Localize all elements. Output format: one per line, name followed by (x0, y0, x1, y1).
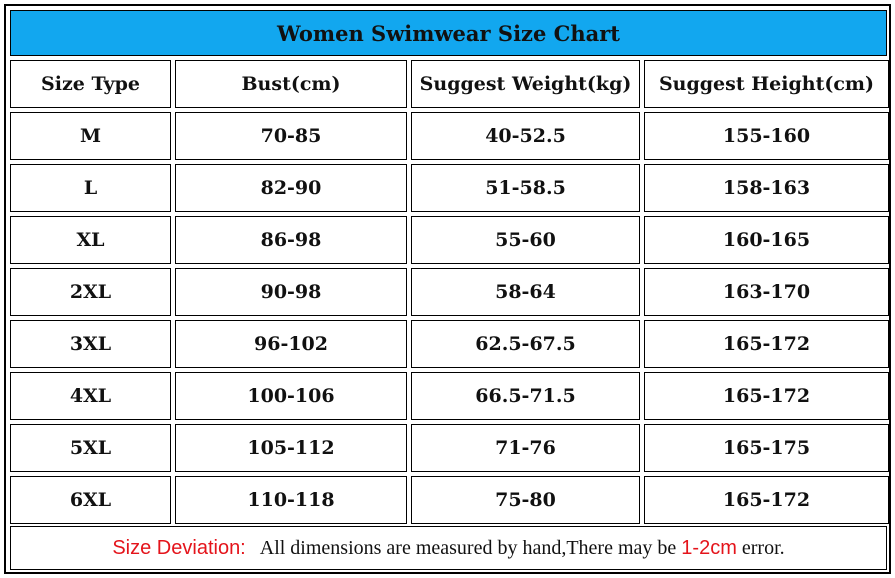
bust-cell: 100-106 (175, 372, 407, 420)
size-cell: M (10, 112, 171, 160)
header-size-type: Size Type (10, 60, 171, 108)
bust-cell: 96-102 (175, 320, 407, 368)
height-cell: 160-165 (644, 216, 889, 264)
bust-cell: 110-118 (175, 476, 407, 524)
size-cell: 2XL (10, 268, 171, 316)
deviation-text: All dimensions are measured by hand,Ther… (259, 536, 677, 559)
deviation-end: error. (741, 536, 785, 559)
header-height: Suggest Height(cm) (644, 60, 889, 108)
header-weight: Suggest Weight(kg) (411, 60, 640, 108)
bust-cell: 70-85 (175, 112, 407, 160)
bust-cell: 86-98 (175, 216, 407, 264)
size-chart: Women Swimwear Size Chart Size Type Bust… (4, 4, 891, 574)
size-cell: 4XL (10, 372, 171, 420)
bust-cell: 82-90 (175, 164, 407, 212)
height-cell: 165-172 (644, 372, 889, 420)
size-cell: 5XL (10, 424, 171, 472)
deviation-range: 1-2cm (681, 536, 737, 559)
weight-cell: 55-60 (411, 216, 640, 264)
weight-cell: 40-52.5 (411, 112, 640, 160)
bust-cell: 105-112 (175, 424, 407, 472)
size-deviation-note: Size Deviation: All dimensions are measu… (10, 526, 887, 570)
size-cell: XL (10, 216, 171, 264)
bust-cell: 90-98 (175, 268, 407, 316)
weight-cell: 75-80 (411, 476, 640, 524)
size-cell: 3XL (10, 320, 171, 368)
size-cell: 6XL (10, 476, 171, 524)
weight-cell: 51-58.5 (411, 164, 640, 212)
weight-cell: 71-76 (411, 424, 640, 472)
height-cell: 158-163 (644, 164, 889, 212)
weight-cell: 66.5-71.5 (411, 372, 640, 420)
weight-cell: 58-64 (411, 268, 640, 316)
header-bust: Bust(cm) (175, 60, 407, 108)
height-cell: 155-160 (644, 112, 889, 160)
weight-cell: 62.5-67.5 (411, 320, 640, 368)
height-cell: 165-175 (644, 424, 889, 472)
size-cell: L (10, 164, 171, 212)
height-cell: 163-170 (644, 268, 889, 316)
height-cell: 165-172 (644, 476, 889, 524)
chart-title: Women Swimwear Size Chart (10, 10, 887, 56)
size-table: Size Type Bust(cm) Suggest Weight(kg) Su… (10, 60, 889, 524)
deviation-label: Size Deviation: (112, 536, 246, 559)
height-cell: 165-172 (644, 320, 889, 368)
